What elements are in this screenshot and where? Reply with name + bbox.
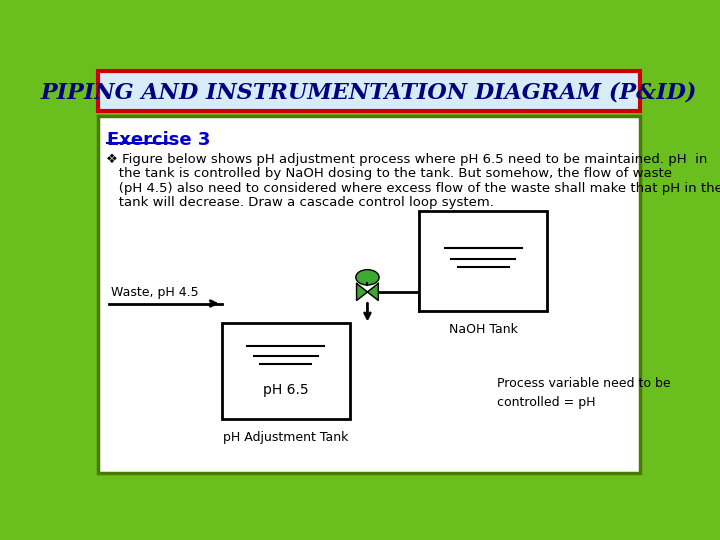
Text: the tank is controlled by NaOH dosing to the tank. But somehow, the flow of wast: the tank is controlled by NaOH dosing to… [106,167,672,180]
Text: PIPING AND INSTRUMENTATION DIAGRAM (P&ID): PIPING AND INSTRUMENTATION DIAGRAM (P&ID… [41,82,697,104]
Text: Waste, pH 4.5: Waste, pH 4.5 [111,286,199,299]
Polygon shape [367,284,378,300]
Bar [419,211,547,311]
Polygon shape [356,284,367,300]
Text: ❖ Figure below shows pH adjustment process where pH 6.5 need to be maintained. p: ❖ Figure below shows pH adjustment proce… [106,153,707,166]
Bar [98,71,640,111]
Text: Exercise 3: Exercise 3 [107,131,210,149]
Text: pH Adjustment Tank: pH Adjustment Tank [223,430,348,443]
Bar [222,323,350,419]
Text: pH 6.5: pH 6.5 [263,383,308,397]
Text: tank will decrease. Draw a cascade control loop system.: tank will decrease. Draw a cascade contr… [106,197,493,210]
Text: (pH 4.5) also need to considered where excess flow of the waste shall make that : (pH 4.5) also need to considered where e… [106,182,720,195]
Ellipse shape [356,269,379,285]
Text: Process variable need to be
controlled = pH: Process variable need to be controlled =… [497,377,670,409]
Bar [98,116,640,473]
Text: NaOH Tank: NaOH Tank [449,323,518,336]
